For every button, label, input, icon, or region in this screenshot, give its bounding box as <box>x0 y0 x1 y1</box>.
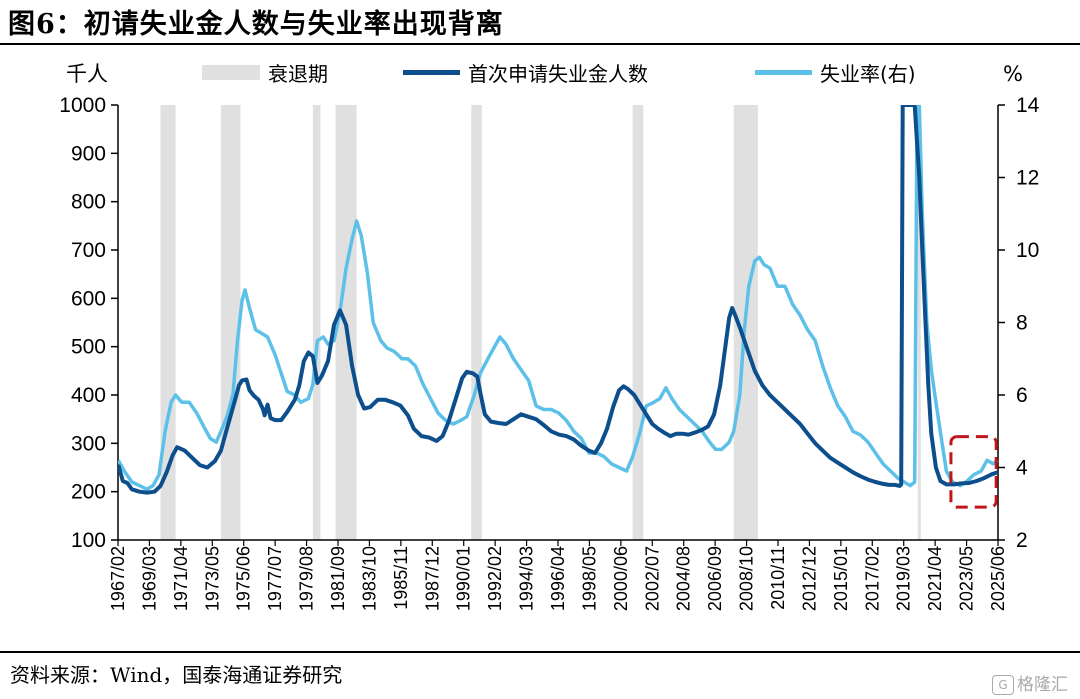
x-tick-label: 2023/05 <box>957 546 977 611</box>
x-tick-label: 1971/04 <box>171 546 191 611</box>
x-tick-label: 1967/02 <box>108 546 128 611</box>
right-tick-label: 8 <box>1016 312 1028 335</box>
x-tick-label: 1998/05 <box>579 546 599 611</box>
x-tick-label: 2004/08 <box>674 546 694 611</box>
x-tick-label: 2012/12 <box>799 546 819 611</box>
source-note: 资料来源：Wind，国泰海通证券研究 <box>10 663 343 687</box>
x-tick-label: 1979/08 <box>297 546 317 611</box>
x-tick-label: 2002/07 <box>642 546 662 611</box>
left-tick-label: 1000 <box>59 94 106 117</box>
x-tick-label: 2008/10 <box>737 546 757 611</box>
series-lines <box>118 105 998 495</box>
chart: 100 200 300 400 500 600 700 800 900 1000 2 4 6 8 10 12 1… <box>59 62 1039 611</box>
footer-rule <box>0 651 1080 653</box>
axes: 100 200 300 400 500 600 700 800 900 1000 2 4 6 8 10 12 1… <box>59 94 1039 611</box>
x-tick-label: 1985/11 <box>391 546 411 610</box>
x-tick-label: 2019/03 <box>894 546 914 611</box>
recession-band <box>632 105 644 540</box>
recession-bands <box>160 105 921 540</box>
x-tick-label: 2000/06 <box>611 546 631 611</box>
recession-band <box>312 105 321 540</box>
right-tick-label: 2 <box>1016 529 1028 552</box>
left-tick-label: 800 <box>71 191 106 214</box>
right-axis-unit: % <box>1003 62 1023 86</box>
x-tick-label: 2025/06 <box>988 546 1008 611</box>
legend: 千人 衰退期 首次申请失业金人数 失业率(右) % <box>66 62 1023 86</box>
left-tick-label: 400 <box>71 384 106 407</box>
highlight-dashed-rect <box>949 435 998 509</box>
x-tick-label: 1983/10 <box>359 546 379 611</box>
legend-swatch-recession <box>202 65 260 80</box>
left-tick-label: 100 <box>71 529 106 552</box>
series-line-unemployment <box>118 105 998 492</box>
x-tick-label: 2010/11 <box>768 546 788 610</box>
legend-label-recession: 衰退期 <box>268 62 328 86</box>
x-tick-label: 2017/02 <box>862 546 882 611</box>
x-tick-label: 2006/09 <box>705 546 725 611</box>
x-tick-label: 1996/04 <box>548 546 568 611</box>
x-tick-label: 1977/07 <box>265 546 285 611</box>
title-rule <box>0 43 1080 45</box>
watermark: G 格隆汇 <box>992 670 1068 695</box>
left-axis-unit: 千人 <box>66 62 108 86</box>
highlight-box <box>949 435 998 509</box>
right-tick-label: 6 <box>1016 384 1028 407</box>
left-tick-label: 500 <box>71 336 106 359</box>
left-tick-label: 900 <box>71 142 106 165</box>
x-tick-label: 2015/01 <box>831 546 851 611</box>
watermark-logo: G <box>992 675 1014 695</box>
recession-band <box>471 105 482 540</box>
x-tick-label: 1975/06 <box>234 546 254 611</box>
right-tick-label: 10 <box>1016 239 1039 262</box>
x-tick-label: 1987/12 <box>422 546 442 611</box>
right-tick-label: 14 <box>1016 94 1040 117</box>
left-tick-label: 300 <box>71 432 106 455</box>
right-tick-label: 12 <box>1016 167 1039 190</box>
legend-label-unemployment: 失业率(右) <box>820 62 916 86</box>
x-tick-label: 1981/09 <box>328 546 348 611</box>
right-tick-label: 4 <box>1016 457 1028 480</box>
x-tick-label: 1994/03 <box>517 546 537 611</box>
x-tick-label: 1990/01 <box>454 546 474 611</box>
x-tick-label: 1992/02 <box>485 546 505 611</box>
left-tick-label: 700 <box>71 239 106 262</box>
x-tick-label: 1973/05 <box>202 546 222 611</box>
left-tick-label: 600 <box>71 287 106 310</box>
left-tick-label: 200 <box>71 481 106 504</box>
series-line-claims <box>118 105 998 495</box>
x-tick-label: 2021/04 <box>925 546 945 611</box>
legend-label-claims: 首次申请失业金人数 <box>468 62 648 86</box>
watermark-text: 格隆汇 <box>1017 675 1068 695</box>
recession-band <box>220 105 241 540</box>
figure-title: 图6：初请失业金人数与失业率出现背离 <box>8 9 504 40</box>
recession-band <box>917 105 921 540</box>
x-tick-label: 1969/03 <box>139 546 159 611</box>
recession-band <box>160 105 176 540</box>
